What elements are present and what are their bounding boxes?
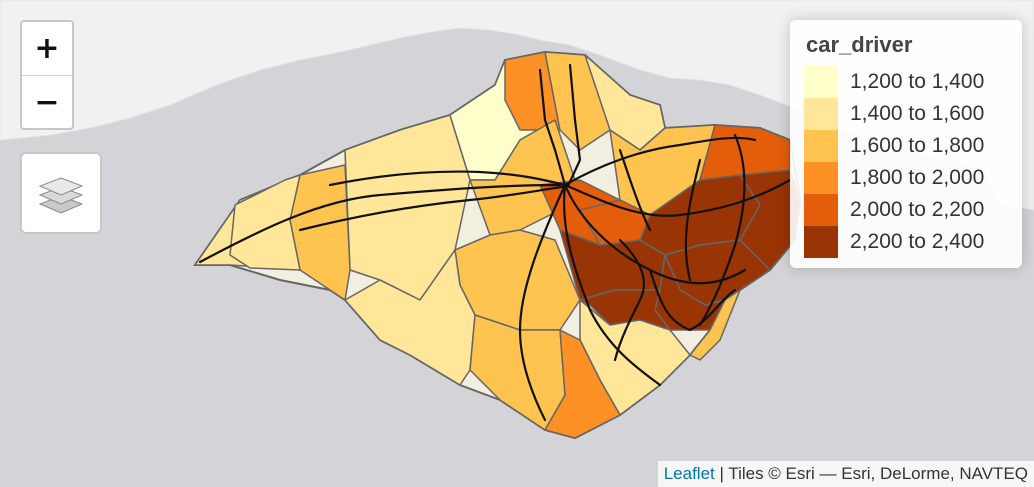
zone-polygon[interactable]	[544, 329, 621, 439]
legend-swatch	[804, 66, 838, 98]
legend-swatch	[804, 98, 838, 130]
legend-rows: 1,200 to 1,400 1,400 to 1,600 1,600 to 1…	[804, 66, 1008, 258]
road-line	[298, 184, 570, 232]
legend-item: 2,200 to 2,400	[804, 226, 1008, 258]
roads-layer	[198, 63, 792, 422]
zone-polygon[interactable]	[689, 289, 741, 361]
road-line	[613, 238, 645, 362]
road-line	[566, 63, 582, 188]
legend-swatch	[804, 130, 838, 162]
road-line	[563, 136, 757, 187]
road-line	[562, 183, 662, 387]
zone-polygon[interactable]	[229, 174, 301, 271]
legend-item: 1,200 to 1,400	[804, 66, 1008, 98]
legend-item: 2,000 to 2,200	[804, 194, 1008, 226]
legend-item: 1,600 to 1,800	[804, 130, 1008, 162]
zoom-out-button[interactable]: −	[34, 84, 60, 120]
road-line	[648, 268, 737, 332]
legend-swatch	[804, 226, 838, 258]
road-line	[684, 158, 702, 282]
legend-label: 1,400 to 1,600	[850, 102, 985, 125]
road-line	[328, 170, 567, 187]
zoom-control: + −	[20, 20, 74, 130]
legend-swatch	[804, 162, 838, 194]
road-line	[563, 178, 792, 217]
road-line	[518, 183, 567, 422]
legend-item: 1,800 to 2,000	[804, 162, 1008, 194]
legend-label: 2,000 to 2,200	[850, 198, 985, 221]
legend-item: 1,400 to 1,600	[804, 98, 1008, 130]
legend-swatch	[804, 194, 838, 226]
zoom-in-button[interactable]: +	[22, 22, 72, 76]
road-line	[538, 68, 567, 187]
legend-label: 1,600 to 1,800	[850, 134, 985, 157]
attribution: Leaflet | Tiles © Esri — Esri, DeLorme, …	[657, 461, 1034, 487]
road-line	[198, 183, 562, 264]
legend: car_driver 1,200 to 1,400 1,400 to 1,600…	[790, 20, 1022, 268]
layers-icon	[38, 177, 84, 214]
legend-title: car_driver	[806, 32, 913, 57]
road-line	[698, 133, 746, 327]
leaflet-link[interactable]: Leaflet	[663, 464, 715, 483]
attribution-text: | Tiles © Esri — Esri, DeLorme, NAVTEQ	[719, 464, 1028, 483]
road-line	[618, 148, 652, 232]
layers-button[interactable]	[20, 152, 102, 234]
legend-label: 2,200 to 2,400	[850, 230, 985, 253]
legend-label: 1,200 to 1,400	[850, 70, 985, 93]
legend-label: 1,800 to 2,000	[850, 166, 985, 189]
